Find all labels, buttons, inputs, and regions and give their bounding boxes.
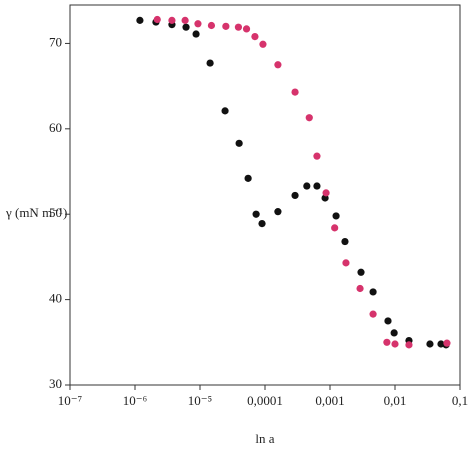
x-tick-label: 0,1	[452, 393, 468, 408]
x-tick-label: 0,001	[315, 393, 344, 408]
x-tick-label: 10⁻⁵	[188, 393, 212, 408]
data-point	[305, 114, 313, 122]
x-tick-label: 10⁻⁶	[123, 393, 147, 408]
y-tick-label: 70	[49, 34, 62, 49]
data-point	[206, 59, 214, 67]
data-point	[331, 224, 339, 232]
data-point	[252, 210, 260, 218]
data-point	[383, 338, 391, 346]
data-point	[369, 310, 377, 318]
data-point	[357, 268, 365, 276]
data-point	[222, 22, 230, 30]
data-point	[303, 182, 311, 190]
data-point	[192, 30, 200, 38]
data-point	[342, 259, 350, 267]
data-point	[291, 88, 299, 96]
data-point	[168, 16, 176, 24]
data-point	[136, 16, 144, 24]
data-point	[274, 208, 282, 216]
data-point	[391, 340, 399, 348]
data-point	[291, 191, 299, 200]
data-point	[234, 23, 243, 31]
data-point	[274, 61, 282, 69]
data-point	[322, 189, 330, 197]
data-point	[153, 15, 161, 24]
data-point	[259, 40, 267, 48]
data-point	[313, 182, 321, 190]
y-axis-label: γ (mN m⁻¹)	[5, 205, 67, 220]
data-point	[235, 139, 243, 147]
data-point	[332, 212, 340, 220]
data-point	[221, 107, 229, 115]
data-point	[182, 23, 190, 31]
data-point	[181, 16, 189, 24]
plot-frame	[69, 4, 461, 386]
data-point	[194, 20, 202, 28]
data-point	[390, 329, 398, 337]
x-tick-label: 0,01	[384, 393, 407, 408]
data-point	[242, 25, 251, 33]
x-tick-label: 0,0001	[247, 393, 283, 408]
y-tick-label: 60	[49, 120, 62, 135]
data-point	[426, 340, 434, 348]
x-axis-label: ln a	[255, 431, 274, 446]
data-point	[244, 174, 252, 182]
data-point	[207, 21, 216, 30]
data-point	[369, 288, 377, 296]
data-point	[258, 220, 266, 228]
data-point	[313, 152, 321, 160]
data-point	[384, 317, 392, 325]
y-tick-label: 40	[49, 291, 62, 306]
data-point	[405, 341, 413, 349]
data-point	[251, 32, 259, 41]
data-point	[443, 339, 451, 347]
x-tick-label: 10⁻⁷	[58, 393, 82, 408]
y-tick-label: 30	[49, 376, 62, 391]
data-point	[341, 237, 349, 246]
y-tick-label: 50	[49, 205, 62, 220]
data-point	[356, 284, 364, 293]
